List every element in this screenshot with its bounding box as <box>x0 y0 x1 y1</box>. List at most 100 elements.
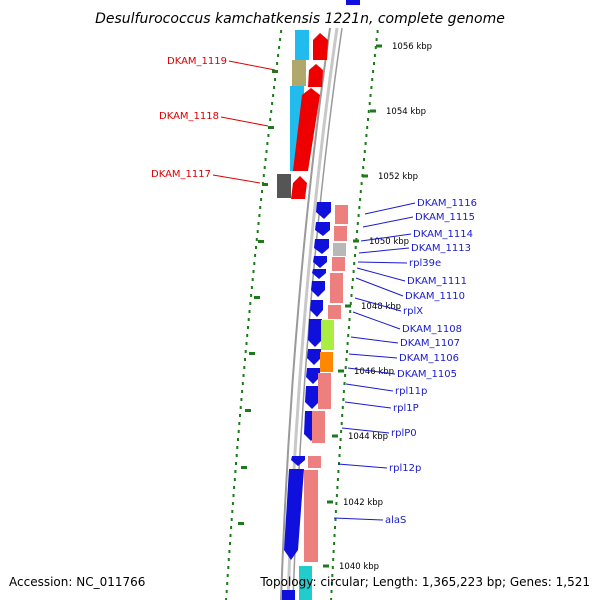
gene-alas-cds <box>304 470 318 562</box>
gene-group-upper-right <box>291 33 328 199</box>
label-connector <box>358 247 410 254</box>
ring-dot <box>255 246 257 249</box>
gene-rpl39e-arrow <box>312 269 326 279</box>
ring-dot <box>336 486 339 489</box>
ring-dot <box>274 78 277 81</box>
gene-label-right: rpl39e <box>409 258 441 269</box>
ring-dot <box>264 158 267 161</box>
ring-dot <box>235 454 238 457</box>
accession-text: Accession: NC_011766 <box>9 575 145 589</box>
ring-dot <box>233 486 236 489</box>
tick-label: 1040 kbp <box>339 562 379 572</box>
tick-mark-minor <box>262 183 268 186</box>
ring-dot <box>341 414 344 417</box>
ring-dot <box>238 422 241 425</box>
ring-dot <box>331 574 334 577</box>
gene-rpl12p-arrow <box>291 456 305 466</box>
ring-dot <box>342 398 345 401</box>
ring-dot <box>359 190 362 193</box>
ring-dot <box>363 158 365 161</box>
ring-dot <box>334 518 337 521</box>
ring-dot <box>347 326 350 329</box>
ring-dot <box>253 262 256 265</box>
label-connector <box>354 297 402 312</box>
gene-dkam-1113-cds <box>333 243 346 256</box>
ring-dot <box>356 230 359 233</box>
ring-dot <box>342 390 345 393</box>
gene-label-right: DKAM_1106 <box>399 353 459 364</box>
ring-dot <box>334 526 336 529</box>
ring-dot <box>256 230 259 233</box>
ring-dot <box>273 86 276 89</box>
ring-dot <box>247 326 249 329</box>
gene-alas-arrow <box>284 469 304 560</box>
tick-label: 1046 kbp <box>354 367 394 377</box>
label-connector <box>345 383 394 392</box>
tick-mark <box>332 434 338 438</box>
ring-dot <box>261 190 263 193</box>
ring-dot <box>335 494 338 497</box>
ring-dot <box>251 278 254 281</box>
gene-dkam-1110-cds <box>328 305 341 319</box>
gene-rpl39e-cds <box>332 257 345 271</box>
gene-group-upper-left <box>277 30 309 198</box>
ring-dot <box>331 566 334 569</box>
gene-dkam-1116-arrow <box>316 202 331 219</box>
gene-label-right: DKAM_1110 <box>405 291 465 302</box>
tick-mark <box>345 304 351 308</box>
label-connector <box>350 336 399 344</box>
ring-dot <box>356 222 359 225</box>
ring-dot <box>243 366 246 369</box>
gene-label-right: rplX <box>403 306 423 317</box>
ring-dot <box>352 270 355 273</box>
ring-dot <box>347 334 350 337</box>
tick-mark-minor <box>254 296 260 299</box>
ring-dot <box>368 102 371 105</box>
ring-dot <box>265 150 268 153</box>
ring-dot <box>351 286 354 289</box>
gene-label-right: rpl12p <box>389 463 421 474</box>
label-connector <box>362 216 414 228</box>
gene-label-left: DKAM_1117 <box>151 169 211 180</box>
ring-dot <box>228 550 231 553</box>
ring-dot <box>263 166 266 169</box>
ring-dot <box>237 438 239 441</box>
ring-dot <box>371 78 374 81</box>
label-connector <box>348 353 398 359</box>
ring-dot <box>229 534 232 537</box>
ring-dot <box>267 134 270 137</box>
ring-dot <box>250 286 253 289</box>
ring-dot <box>260 198 263 201</box>
gene-dkam-1107-cds <box>320 352 333 372</box>
ring-dot <box>249 302 252 305</box>
tick-mark-minor <box>258 240 264 243</box>
gene-dkam-1119-arrow <box>313 33 328 60</box>
gene-dkam-1118-arrow <box>293 88 320 171</box>
ring-dot <box>333 542 336 545</box>
ring-dot <box>339 446 341 449</box>
ring-dot <box>231 502 234 505</box>
ring-dot <box>230 518 233 521</box>
ring-dot <box>226 574 229 577</box>
ring-dot <box>358 206 361 209</box>
tick-mark <box>362 174 368 178</box>
ring-dot <box>280 30 283 33</box>
ring-dot <box>345 358 348 361</box>
gene-dkam-1111-arrow <box>311 281 325 297</box>
ring-dot <box>344 374 347 377</box>
gene-dkam-1108-cds <box>321 320 334 350</box>
ring-dot <box>269 118 272 121</box>
ring-dot <box>242 374 245 377</box>
ring-dot <box>369 94 372 97</box>
label-connector <box>357 261 408 264</box>
gene-dkam-1115-cds <box>334 226 347 241</box>
ring-dot <box>272 94 275 97</box>
tick-label: 1042 kbp <box>343 498 383 508</box>
tick-label: 1050 kbp <box>369 237 409 247</box>
gene-label-right: rpl1P <box>393 403 419 414</box>
gene-label-right: DKAM_1108 <box>402 324 462 335</box>
tick-mark <box>327 500 333 504</box>
ring-dot <box>340 422 343 425</box>
ring-dot <box>271 102 274 105</box>
